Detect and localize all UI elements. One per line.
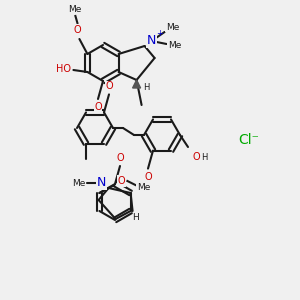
Text: H: H bbox=[132, 214, 139, 223]
Text: Cl⁻: Cl⁻ bbox=[238, 133, 260, 146]
Text: Me: Me bbox=[72, 178, 85, 188]
Text: O: O bbox=[105, 81, 113, 92]
Text: O: O bbox=[74, 25, 81, 35]
Text: O: O bbox=[192, 152, 200, 162]
Text: H: H bbox=[143, 83, 150, 92]
Text: Me: Me bbox=[68, 4, 81, 14]
Text: O: O bbox=[144, 172, 152, 182]
Polygon shape bbox=[133, 80, 141, 88]
Text: Me: Me bbox=[166, 22, 179, 32]
Text: HO: HO bbox=[56, 64, 71, 74]
Text: Me: Me bbox=[168, 41, 181, 50]
Text: O: O bbox=[118, 176, 125, 186]
Text: N: N bbox=[97, 176, 106, 190]
Text: +: + bbox=[156, 29, 163, 38]
Text: O: O bbox=[94, 102, 102, 112]
Text: N: N bbox=[147, 34, 156, 47]
Text: H: H bbox=[201, 152, 207, 161]
Text: Me: Me bbox=[137, 184, 150, 193]
Text: O: O bbox=[116, 153, 124, 163]
